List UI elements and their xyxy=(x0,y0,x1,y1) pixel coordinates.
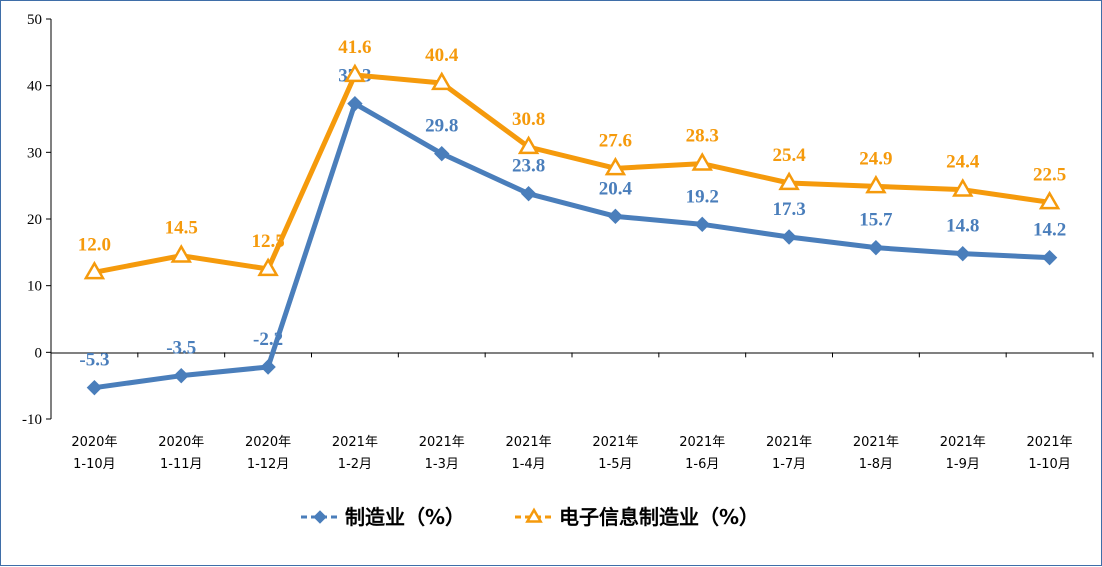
data-point-triangle xyxy=(865,174,887,194)
series-line xyxy=(93,72,1050,275)
data-label: 14.5 xyxy=(165,218,198,239)
data-point-triangle xyxy=(83,260,106,280)
data-point-triangle xyxy=(1038,190,1061,210)
data-label: 12.0 xyxy=(78,234,111,255)
x-category-label: 2021年 xyxy=(853,435,899,450)
data-label: 28.3 xyxy=(686,126,719,147)
data-point-diamond xyxy=(955,245,971,262)
legend-label: 电子信息制造业（%） xyxy=(559,505,759,529)
x-category-label: 1-11月 xyxy=(160,457,203,472)
y-tick-label: 20 xyxy=(27,212,42,228)
data-point-diamond xyxy=(347,95,363,112)
data-point-diamond xyxy=(781,229,797,245)
data-point-triangle xyxy=(517,135,540,155)
series-2: 12.0 14.5 12.5 41.6 40.4 30.8 27.6 28.3 25.4 24.9… xyxy=(78,37,1066,280)
data-point-triangle xyxy=(525,507,543,523)
data-point-diamond xyxy=(260,359,276,375)
series-line xyxy=(94,101,1050,391)
x-category-label: 2021年 xyxy=(419,435,465,450)
data-label: 14.8 xyxy=(946,216,979,237)
data-point-diamond xyxy=(1041,249,1058,266)
x-category-label: 2021年 xyxy=(332,435,378,450)
y-tick-label: 0 xyxy=(35,345,43,361)
data-point-diamond xyxy=(313,510,327,524)
x-category-label: 2021年 xyxy=(1027,435,1073,450)
x-category-label: 2020年 xyxy=(245,435,291,450)
data-label: 22.5 xyxy=(1033,164,1066,185)
data-label: 14.2 xyxy=(1033,220,1066,241)
data-label: 40.4 xyxy=(425,45,459,66)
data-label: 17.3 xyxy=(772,199,805,220)
data-point-triangle xyxy=(604,156,627,176)
x-category-label: 2021年 xyxy=(679,435,725,450)
x-category-label: 1-12月 xyxy=(247,457,290,472)
y-tick-label: 40 xyxy=(27,79,42,95)
data-point-diamond xyxy=(607,208,624,225)
x-category-label: 2020年 xyxy=(71,435,117,450)
data-point-triangle xyxy=(952,178,974,197)
data-point-diamond xyxy=(868,239,884,256)
legend-label: 制造业（%） xyxy=(345,505,465,529)
x-axis-labels: 2020年 1-10月 2020年 1-11月 2020年 1-12月 2021年 1-2月 2… xyxy=(50,352,1094,472)
data-label: 30.8 xyxy=(512,109,545,130)
data-label: 15.7 xyxy=(859,210,893,231)
y-axis-ticks: -10 0 10 20 30 40 50 xyxy=(22,12,51,428)
data-label: -3.5 xyxy=(166,338,196,359)
series-layer: -5.3-3.5-2.237.329.823.820.419.217.315.7… xyxy=(78,37,1066,396)
y-tick-label: 50 xyxy=(27,12,42,28)
x-category-label: 1-9月 xyxy=(946,457,980,472)
data-point-triangle xyxy=(778,171,800,191)
data-point-triangle xyxy=(344,63,366,83)
x-category-label: 1-5月 xyxy=(598,457,632,472)
legend: 制造业（%） 电子信息制造业（%） xyxy=(301,505,759,529)
x-category-label: 2021年 xyxy=(506,435,552,450)
x-category-label: 1-4月 xyxy=(511,457,545,472)
data-point-diamond xyxy=(86,379,103,396)
data-label: 23.8 xyxy=(512,156,545,177)
data-label: 25.4 xyxy=(772,145,806,166)
data-point-diamond xyxy=(434,145,450,162)
data-label: 24.9 xyxy=(859,148,892,169)
legend-item-2: 电子信息制造业（%） xyxy=(515,505,759,529)
data-label: 19.2 xyxy=(686,186,719,207)
data-point-triangle xyxy=(431,71,453,91)
data-point-triangle xyxy=(691,152,713,171)
x-category-label: 1-10月 xyxy=(73,457,116,472)
x-category-label: 2021年 xyxy=(940,435,986,450)
x-category-label: 1-3月 xyxy=(425,457,459,472)
data-label: 27.6 xyxy=(599,130,632,151)
data-point-diamond xyxy=(520,185,537,202)
data-point-triangle xyxy=(257,257,279,277)
x-category-label: 1-6月 xyxy=(685,457,719,472)
data-label: 29.8 xyxy=(425,116,458,137)
x-category-label: 1-10月 xyxy=(1028,457,1071,472)
x-category-label: 1-7月 xyxy=(772,457,806,472)
data-label: -5.3 xyxy=(79,350,109,371)
data-label: 24.4 xyxy=(946,152,980,173)
data-label: 41.6 xyxy=(338,37,371,58)
y-tick-label: -10 xyxy=(22,412,42,428)
data-point-triangle xyxy=(170,244,192,263)
x-category-label: 2021年 xyxy=(766,435,812,450)
data-point-diamond xyxy=(173,367,189,384)
x-category-label: 1-8月 xyxy=(859,457,893,472)
y-tick-label: 30 xyxy=(27,145,42,161)
data-label: 20.4 xyxy=(599,178,633,199)
data-point-diamond xyxy=(694,216,710,233)
x-category-label: 1-2月 xyxy=(338,457,372,472)
x-category-label: 2021年 xyxy=(592,435,638,450)
data-label: 12.5 xyxy=(251,231,284,252)
legend-item-1: 制造业（%） xyxy=(301,505,465,529)
data-label: -2.2 xyxy=(253,329,283,350)
x-category-label: 2020年 xyxy=(158,435,204,450)
series-1: -5.3-3.5-2.237.329.823.820.419.217.315.7… xyxy=(79,66,1066,396)
y-tick-label: 10 xyxy=(27,279,42,295)
